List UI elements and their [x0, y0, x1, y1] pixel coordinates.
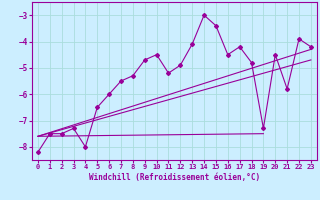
X-axis label: Windchill (Refroidissement éolien,°C): Windchill (Refroidissement éolien,°C)	[89, 173, 260, 182]
